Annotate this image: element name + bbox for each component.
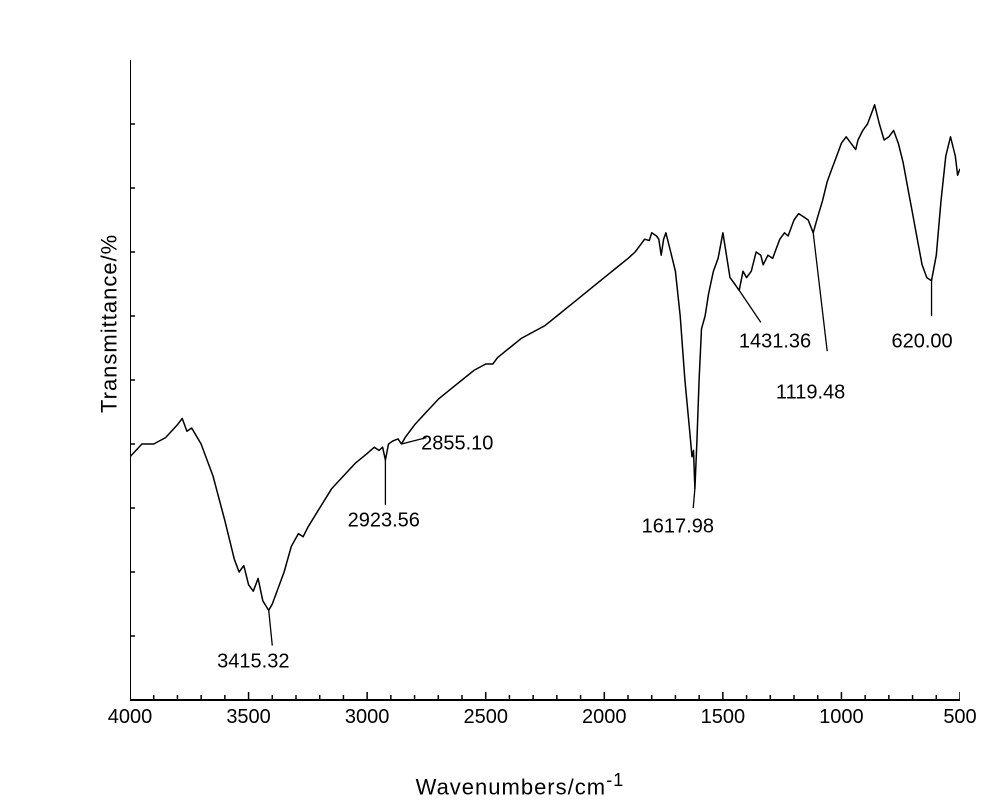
- plot-area: [130, 60, 960, 700]
- peak-label: 2923.56: [348, 509, 420, 532]
- peak-label: 3415.32: [217, 650, 289, 673]
- x-tick-label: 2000: [582, 706, 627, 729]
- peak-label: 1431.36: [739, 330, 811, 353]
- x-tick-label: 1000: [819, 706, 864, 729]
- x-tick-label: 3500: [226, 706, 271, 729]
- x-tick-label: 500: [943, 706, 976, 729]
- x-tick-label: 3000: [345, 706, 390, 729]
- x-axis-label: Wavenumbers/cm-1: [416, 769, 625, 800]
- x-tick-label: 2500: [463, 706, 508, 729]
- peak-label: 2855.10: [421, 433, 493, 456]
- peak-label: 1617.98: [642, 516, 714, 539]
- x-axis-label-sup: -1: [606, 769, 624, 790]
- peak-label: 620.00: [891, 330, 952, 353]
- ir-spectrum-chart: Transmittance/% Wavenumbers/cm-1 4000350…: [60, 40, 980, 760]
- x-axis-label-prefix: Wavenumbers/cm: [416, 774, 606, 799]
- x-tick-label: 1500: [701, 706, 746, 729]
- x-tick-label: 4000: [108, 706, 153, 729]
- peak-label: 1119.48: [776, 381, 845, 404]
- y-axis-label: Transmittance/%: [97, 234, 123, 413]
